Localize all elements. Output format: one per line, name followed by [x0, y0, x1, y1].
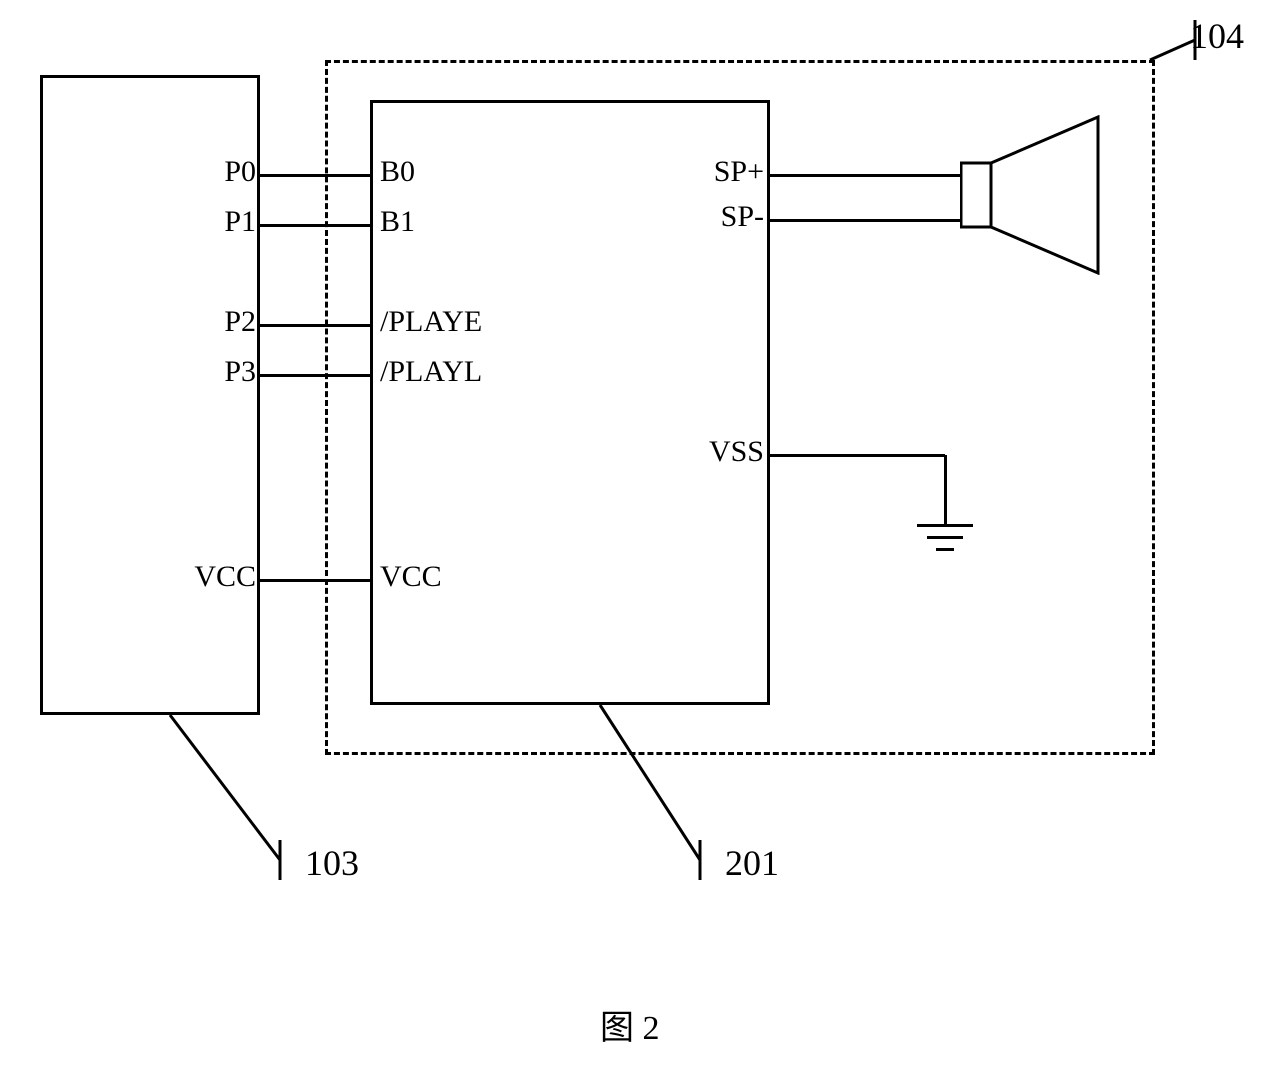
- wire: [260, 374, 370, 377]
- wire: [770, 174, 960, 177]
- left-pin-VCC: VCC: [192, 560, 256, 594]
- left-pin-P0: P0: [210, 155, 256, 189]
- chip-left-pin-PLAYE: /PLAYE: [380, 305, 482, 339]
- wire: [260, 174, 370, 177]
- chip-right-pin-VSS: VSS: [694, 435, 764, 469]
- speaker-icon: [960, 115, 1100, 275]
- wire: [917, 524, 973, 527]
- left-pin-P3: P3: [210, 355, 256, 389]
- wire: [260, 324, 370, 327]
- chip-right-pin-SPminus: SP-: [694, 200, 764, 234]
- figure-caption: 图 2: [600, 1000, 660, 1049]
- wire: [260, 579, 370, 582]
- refnum-201: 201: [725, 842, 779, 884]
- chip-left-pin-B1: B1: [380, 205, 415, 239]
- wire: [770, 454, 945, 457]
- wire: [944, 455, 947, 525]
- chip-left-pin-B0: B0: [380, 155, 415, 189]
- leader-201: [595, 680, 705, 885]
- leader-103: [165, 690, 285, 885]
- diagram-stage: P0 P1 P2 P3 VCC B0 B1/PLAYE/PLAYL VCC SP+ SP- VSS 1…: [0, 0, 1282, 1087]
- wire: [936, 548, 954, 551]
- chip-right-pin-SPplus: SP+: [694, 155, 764, 189]
- refnum-104: 104: [1190, 15, 1244, 57]
- block-201: [370, 100, 770, 705]
- wire: [260, 224, 370, 227]
- left-pin-P1: P1: [210, 205, 256, 239]
- chip-left-pin-PLAYL: /PLAYL: [380, 355, 482, 389]
- refnum-103: 103: [305, 842, 359, 884]
- left-pin-P2: P2: [210, 305, 256, 339]
- wire: [927, 536, 963, 539]
- wire: [770, 219, 960, 222]
- chip-left-pin-VCC: VCC: [380, 560, 442, 594]
